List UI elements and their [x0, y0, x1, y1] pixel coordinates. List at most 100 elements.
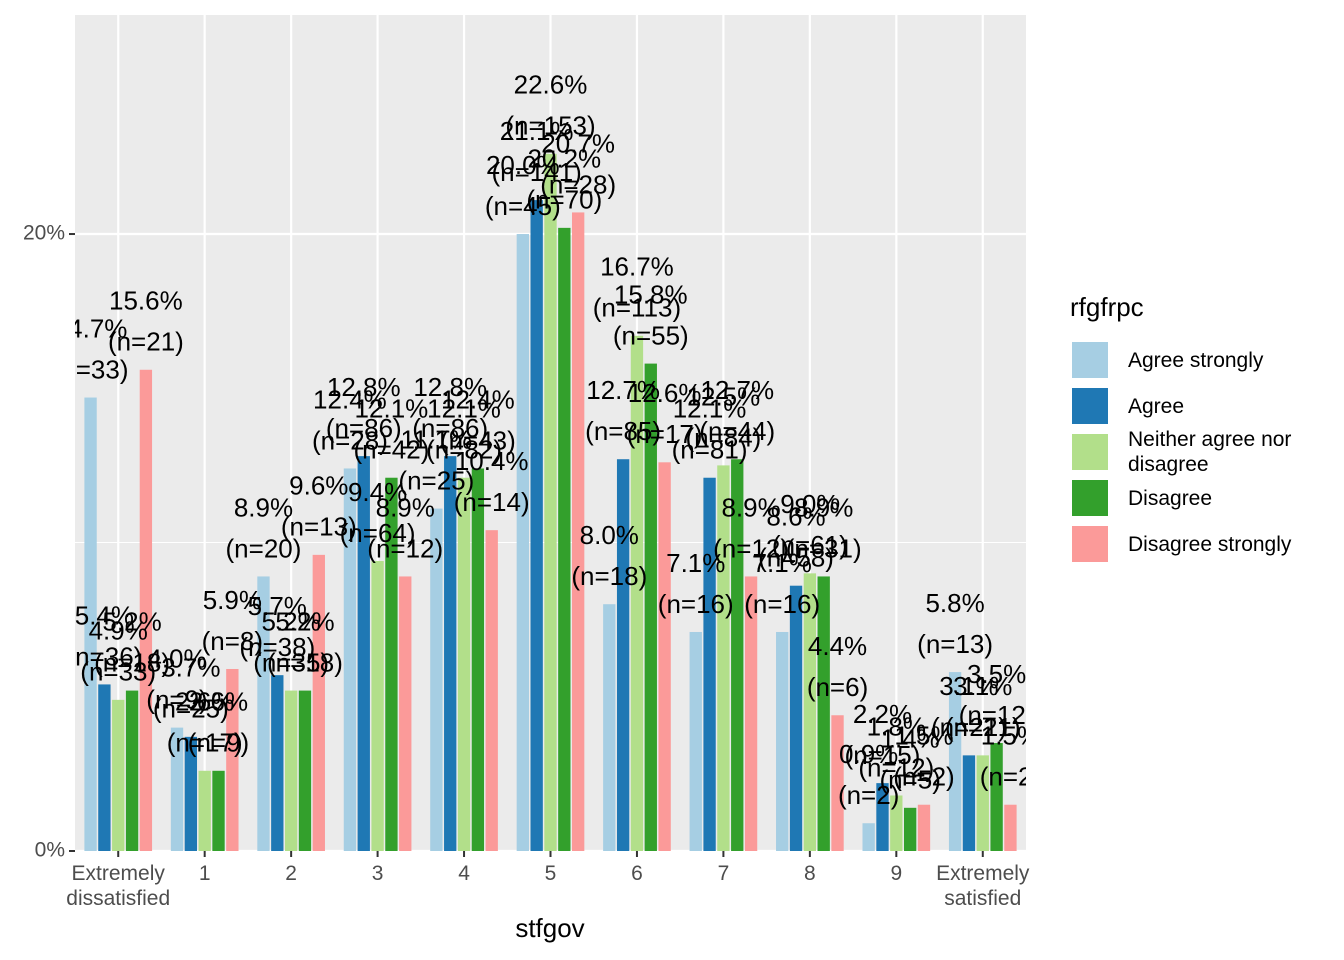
- value-label: 7.1%: [666, 548, 725, 578]
- value-label: 2.6%: [175, 687, 234, 717]
- bar: [876, 783, 889, 851]
- legend-item: Agree: [1070, 383, 1338, 429]
- count-label: (n=18): [571, 561, 647, 591]
- bar: [917, 804, 931, 851]
- legend-item: Neither agree nor disagree: [1070, 428, 1338, 476]
- count-label: (n=141): [491, 157, 581, 187]
- value-label: 12.1%: [673, 394, 747, 424]
- count-label: (n=81): [672, 435, 748, 465]
- value-label: 5.4%: [75, 600, 134, 630]
- count-label: (n=12): [713, 533, 789, 563]
- value-label: 11.1%: [400, 424, 472, 454]
- count-label: (n=64): [340, 518, 416, 548]
- count-label: (n=84): [685, 422, 761, 452]
- bar: [516, 234, 530, 852]
- bar: [616, 459, 630, 851]
- count-label: (n=36): [66, 641, 142, 671]
- x-axis-title: stfgov: [515, 913, 584, 943]
- bar: [430, 508, 443, 851]
- value-label: 20.7%: [541, 128, 615, 158]
- bar: [298, 690, 312, 851]
- bar: [98, 684, 111, 851]
- count-label: (n=38): [239, 632, 315, 662]
- bar: [776, 631, 789, 851]
- value-label: 12.7%: [700, 375, 774, 405]
- bar: [530, 200, 543, 851]
- count-label: (n=70): [526, 185, 602, 215]
- value-label: 1.4%: [881, 724, 940, 754]
- value-label: 12.7%: [586, 375, 660, 405]
- bar: [112, 699, 125, 851]
- x-tick-label: 6: [631, 862, 643, 885]
- value-label: 5.2%: [262, 606, 321, 636]
- legend: rfgfrpc Agree strongly Agree Neither agree…: [1070, 292, 1338, 567]
- count-label: (n=33): [53, 354, 129, 384]
- count-label: (n=17): [167, 728, 243, 758]
- bar: [312, 554, 325, 851]
- count-label: (n=17): [627, 419, 703, 449]
- count-label: (n=14): [454, 487, 530, 517]
- value-label: 5.2%: [275, 606, 334, 636]
- bar: [257, 576, 270, 851]
- count-label: (n=61): [772, 530, 848, 560]
- legend-item: Agree strongly: [1070, 337, 1338, 383]
- count-label: (n=6): [807, 672, 868, 702]
- x-tick-label: Extremely satisfied: [936, 862, 1030, 910]
- count-label: (n=12): [959, 700, 1035, 730]
- value-label: 5.7%: [248, 591, 307, 621]
- value-label: 12.6%: [628, 378, 702, 408]
- legend-title: rfgfrpc: [1070, 292, 1144, 322]
- legend-label: Agree strongly: [1128, 348, 1264, 372]
- legend-swatch: [1070, 340, 1110, 380]
- count-label: (n=12): [858, 752, 934, 782]
- count-label: (n=28): [540, 169, 616, 199]
- bar: [357, 456, 370, 851]
- bar: [990, 743, 1003, 851]
- count-label: (n=18): [267, 647, 343, 677]
- x-tick-label: 8: [804, 862, 816, 885]
- value-label: 5.2%: [102, 606, 161, 636]
- value-label: 1.8%: [867, 711, 926, 741]
- bar: [271, 675, 284, 851]
- bar: [630, 335, 644, 852]
- count-label: (n=86): [412, 413, 488, 443]
- bar: [658, 462, 671, 851]
- bar: [343, 468, 357, 851]
- value-label: 2.6%: [189, 687, 248, 717]
- bar: [485, 530, 498, 851]
- legend-item: Disagree strongly: [1070, 521, 1338, 567]
- count-label: (n=113): [593, 293, 681, 323]
- value-label: 8.9%: [721, 492, 780, 522]
- legend-label: Neither agree nor disagree: [1128, 428, 1292, 476]
- value-label: 8.0%: [580, 520, 639, 550]
- value-label: 4.9%: [89, 616, 148, 646]
- x-tick-label: 1: [198, 862, 211, 885]
- x-tick-label: 4: [458, 862, 470, 885]
- x-tick-label: 3: [371, 862, 384, 885]
- count-label: (n=13): [281, 512, 357, 542]
- value-label: 12.4%: [441, 384, 515, 414]
- count-label: (n=8): [202, 626, 263, 656]
- count-label: (n=28): [312, 425, 388, 455]
- value-label: 8.9%: [376, 492, 435, 522]
- bar: [457, 477, 471, 851]
- bar: [817, 576, 830, 851]
- bar: [962, 755, 976, 851]
- value-label: 1.5%: [894, 721, 953, 751]
- value-label: 2.2%: [853, 699, 912, 729]
- count-label: (n=31): [786, 533, 862, 563]
- legend-swatch: [1070, 524, 1110, 564]
- x-tick-label: 7: [717, 862, 730, 885]
- count-label: (n=153): [505, 111, 595, 141]
- value-label: 7.1%: [753, 548, 812, 578]
- legend-label: Disagree strongly: [1128, 532, 1292, 556]
- bar: [212, 770, 225, 851]
- bar: [976, 755, 989, 851]
- count-label: (n=33): [80, 657, 156, 687]
- bar: [471, 468, 485, 851]
- value-label: 12.8%: [413, 372, 487, 402]
- bar: [689, 631, 702, 851]
- value-label: 3.5%: [967, 659, 1026, 689]
- value-label: 12.4%: [313, 384, 387, 414]
- value-label: 9.0%: [780, 489, 839, 519]
